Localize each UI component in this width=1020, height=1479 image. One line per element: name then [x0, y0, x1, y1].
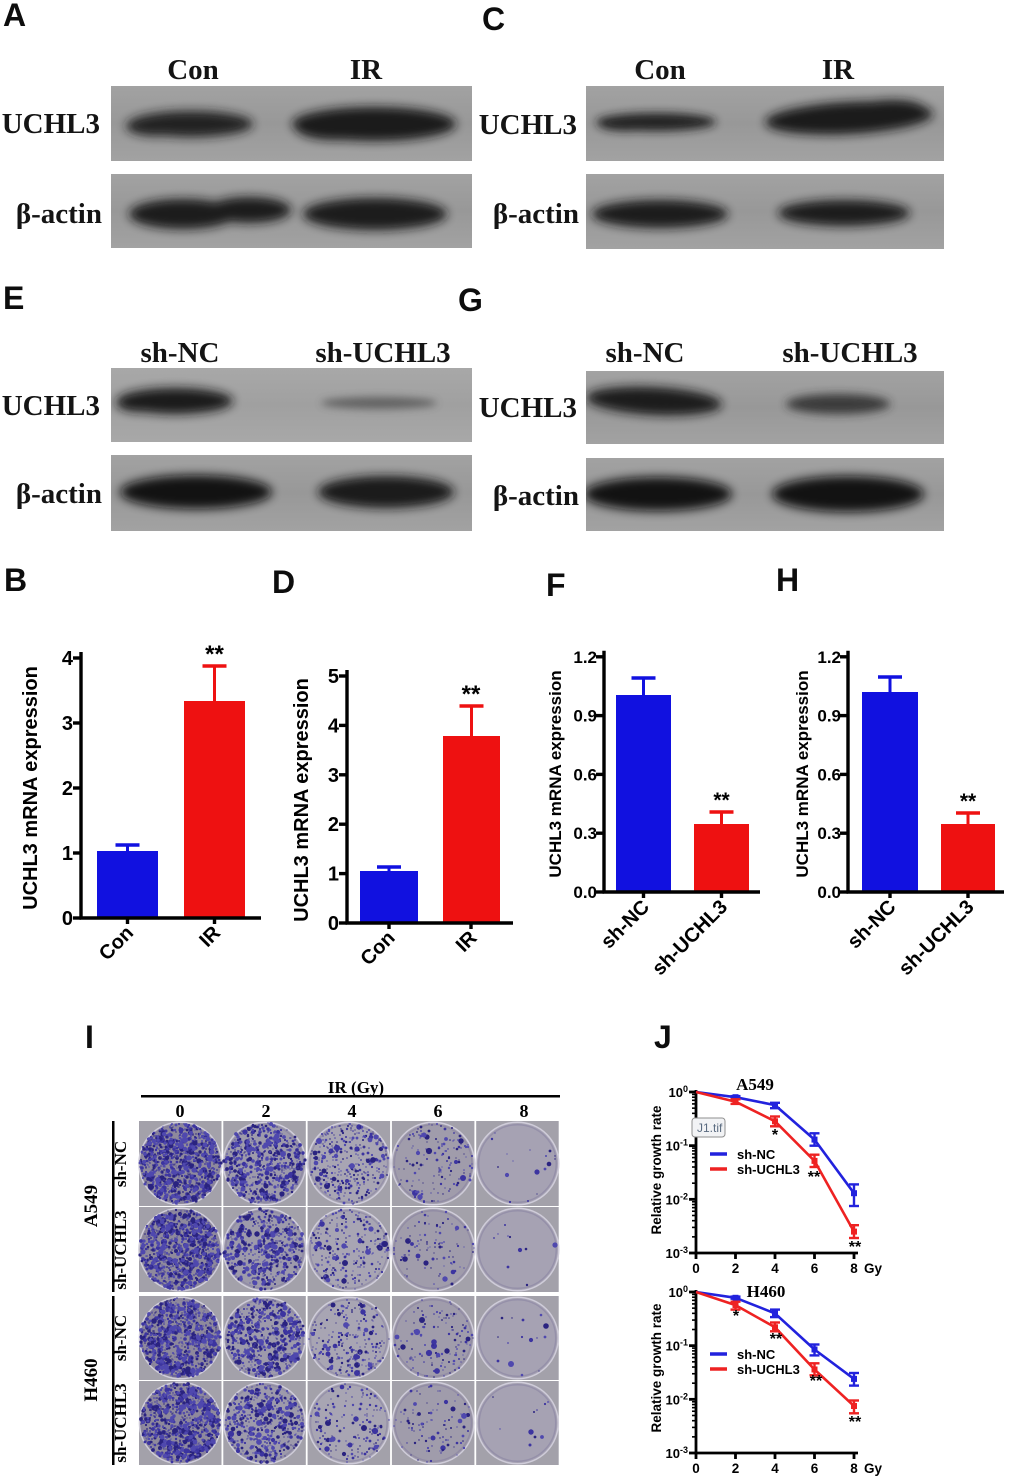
svg-text:sh-NC: sh-NC: [597, 896, 654, 953]
svg-text:0.6: 0.6: [573, 765, 597, 784]
svg-text:2: 2: [62, 778, 73, 800]
svg-text:1: 1: [328, 864, 339, 886]
svg-text:IR (Gy): IR (Gy): [328, 1078, 384, 1097]
svg-text:1.2: 1.2: [817, 648, 841, 667]
svg-text:sh-NC: sh-NC: [111, 1141, 130, 1187]
svg-text:0: 0: [62, 908, 73, 930]
svg-text:1.2: 1.2: [573, 648, 597, 667]
svg-text:0.0: 0.0: [817, 883, 841, 902]
svg-text:4: 4: [62, 648, 74, 670]
svg-text:UCHL3 mRNA expression: UCHL3 mRNA expression: [20, 666, 42, 910]
svg-text:4: 4: [348, 1101, 357, 1121]
svg-text:sh-NC: sh-NC: [111, 1315, 130, 1361]
svg-text:0.9: 0.9: [817, 707, 841, 726]
svg-text:2: 2: [328, 814, 339, 836]
svg-text:0.9: 0.9: [573, 707, 597, 726]
svg-text:sh-UCHL3: sh-UCHL3: [111, 1383, 130, 1462]
svg-text:4: 4: [328, 715, 340, 737]
svg-text:2: 2: [262, 1101, 271, 1121]
svg-text:sh-NC: sh-NC: [843, 896, 900, 953]
svg-text:**: **: [462, 681, 481, 708]
svg-text:3: 3: [328, 765, 339, 787]
svg-text:3: 3: [62, 713, 73, 735]
svg-text:0: 0: [328, 913, 339, 935]
svg-text:**: **: [960, 790, 977, 813]
svg-text:IR: IR: [452, 927, 482, 957]
svg-text:UCHL3 mRNA expression: UCHL3 mRNA expression: [291, 678, 313, 922]
svg-text:6: 6: [434, 1101, 443, 1121]
svg-text:Con: Con: [356, 927, 399, 970]
svg-text:0.0: 0.0: [573, 883, 597, 902]
svg-text:UCHL3 mRNA expression: UCHL3 mRNA expression: [546, 670, 565, 877]
svg-text:8: 8: [520, 1101, 529, 1121]
svg-text:sh-UCHL3: sh-UCHL3: [648, 896, 732, 980]
svg-text:0.6: 0.6: [817, 765, 841, 784]
svg-text:0.3: 0.3: [817, 824, 841, 843]
svg-text:0: 0: [176, 1101, 185, 1121]
svg-text:H460: H460: [81, 1358, 102, 1401]
svg-text:0.3: 0.3: [573, 824, 597, 843]
svg-text:UCHL3 mRNA expression: UCHL3 mRNA expression: [793, 670, 812, 877]
svg-text:5: 5: [328, 666, 339, 688]
svg-text:sh-UCHL3: sh-UCHL3: [895, 896, 979, 980]
svg-text:A549: A549: [81, 1185, 102, 1227]
svg-text:IR: IR: [195, 922, 225, 952]
svg-text:**: **: [205, 641, 224, 668]
svg-text:**: **: [713, 789, 730, 812]
svg-text:sh-UCHL3: sh-UCHL3: [111, 1210, 130, 1289]
svg-text:1: 1: [62, 843, 73, 865]
svg-text:Con: Con: [95, 922, 138, 965]
